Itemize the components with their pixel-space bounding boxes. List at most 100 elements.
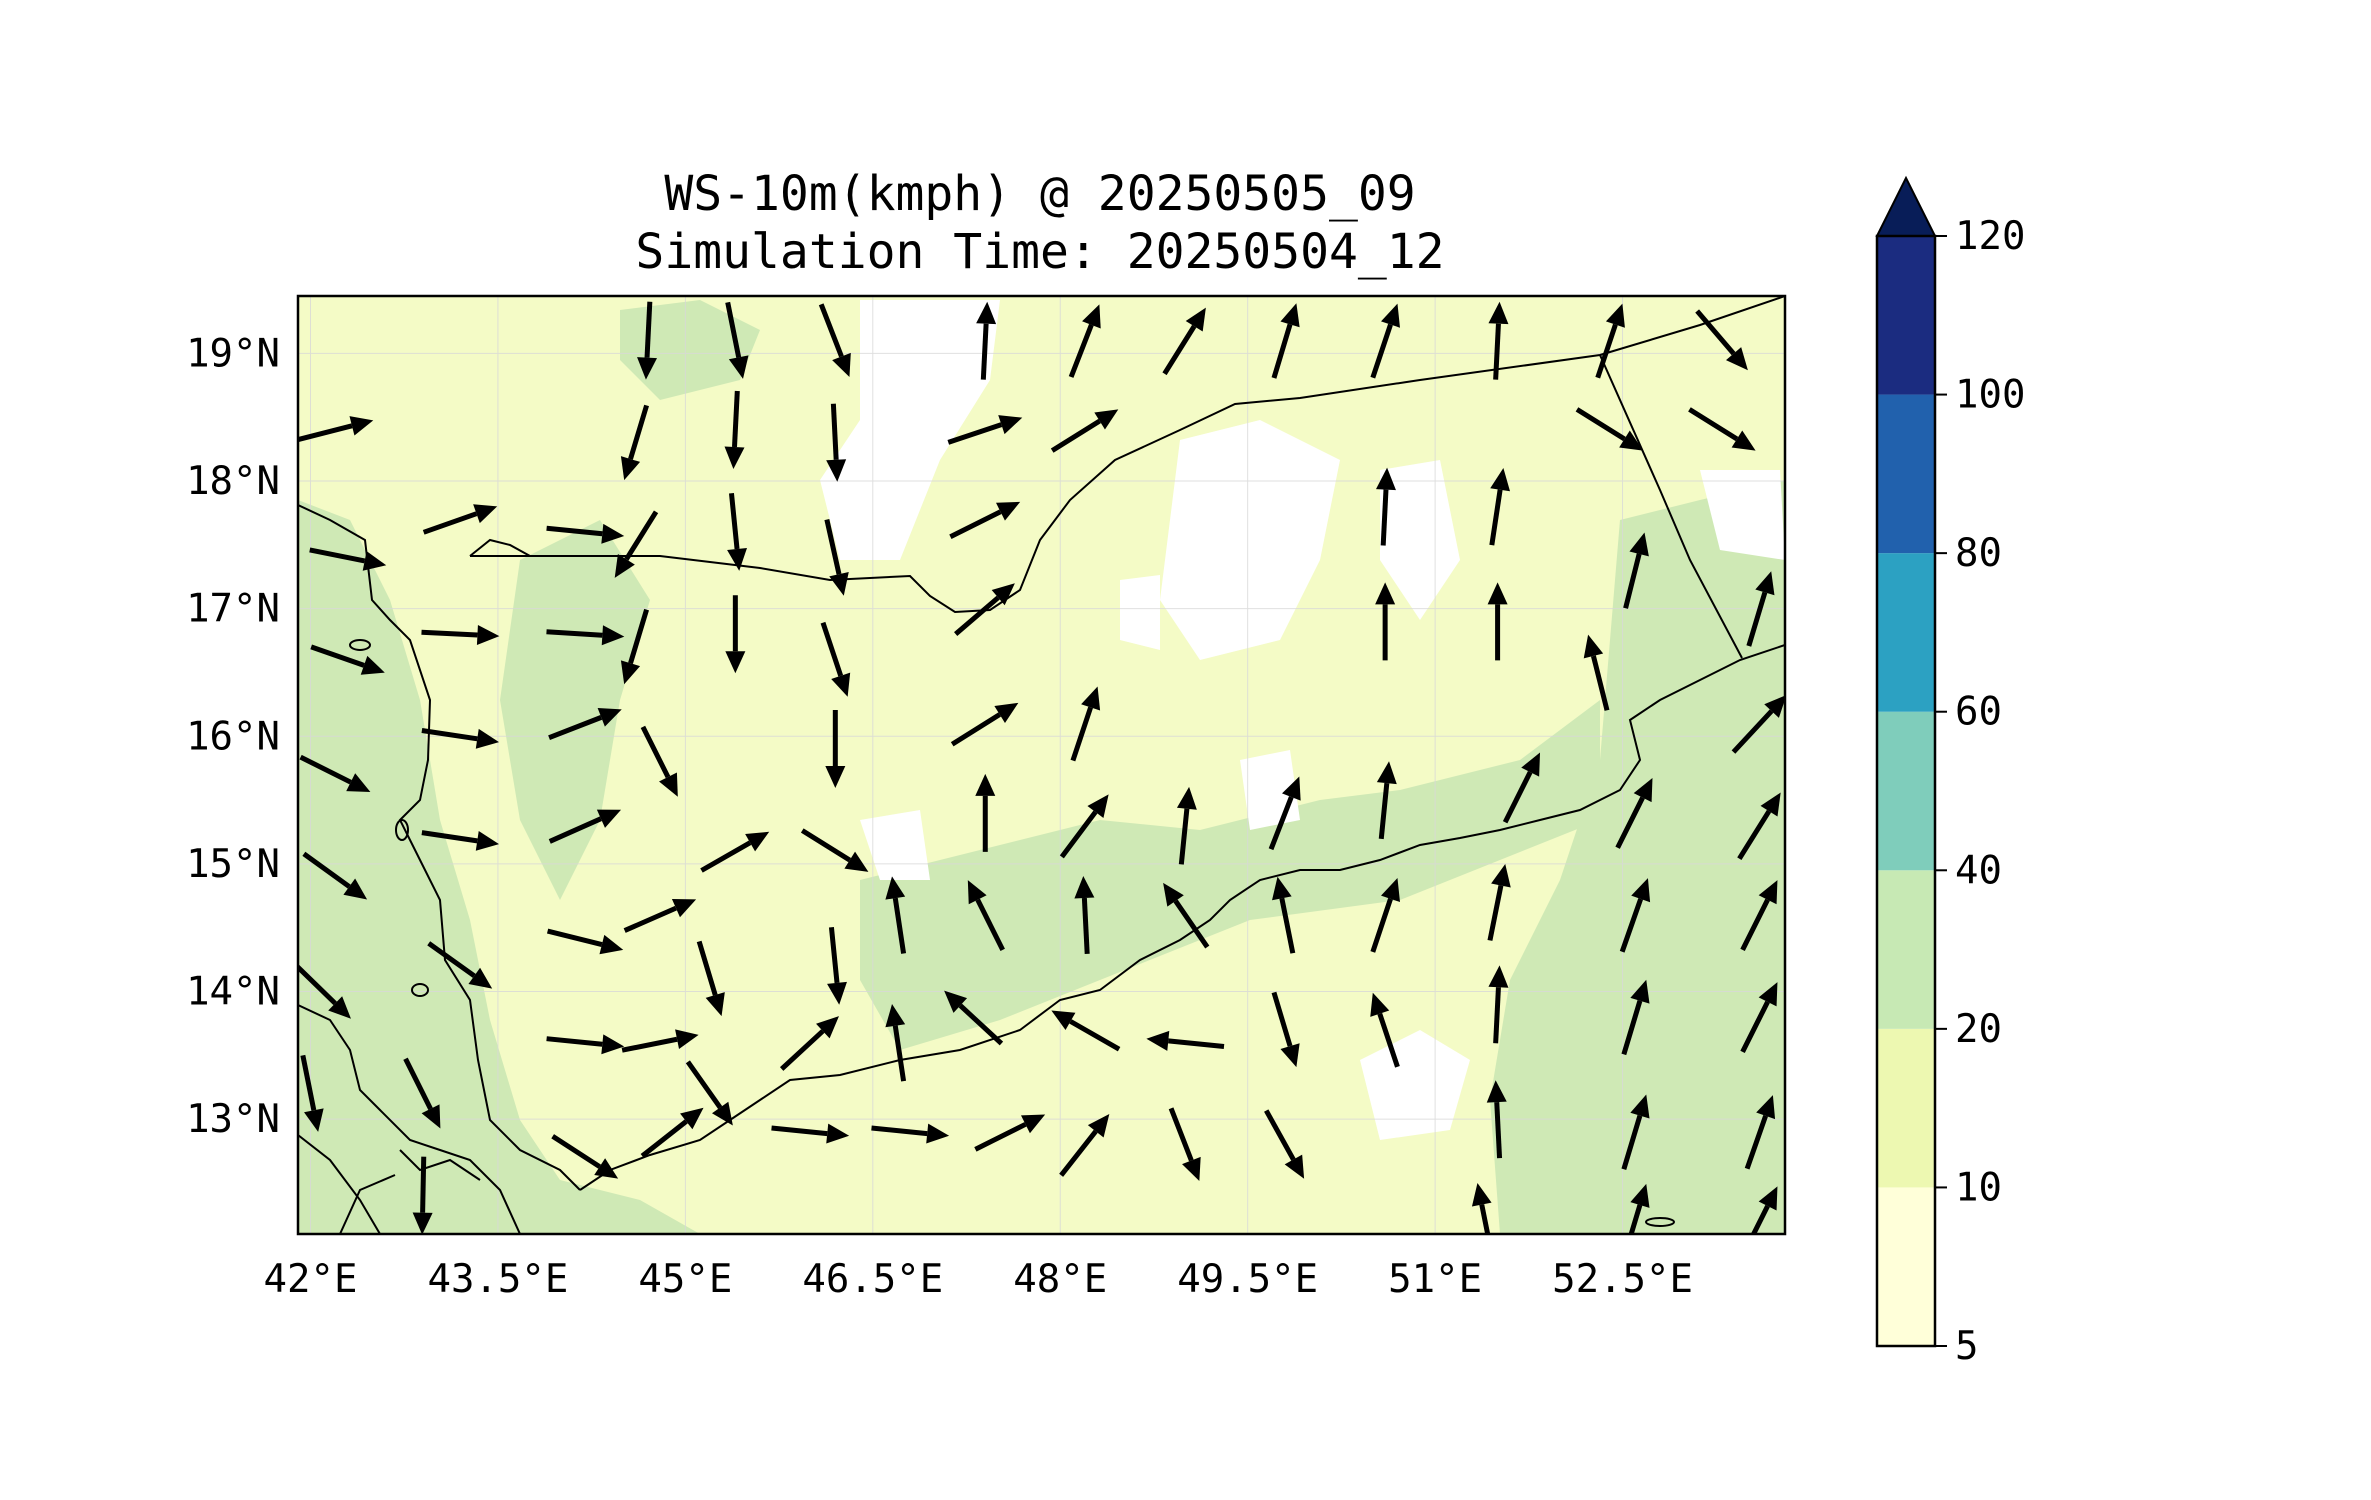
wind-vector-shaft	[1740, 898, 1770, 951]
wind-vector-shaft	[548, 715, 603, 740]
wind-vector-head	[680, 1107, 704, 1130]
wind-vector-head	[1176, 786, 1197, 810]
lon-tick-label: 45°E	[638, 1257, 732, 1302]
wind-vector-shaft	[1059, 1129, 1098, 1177]
wind-vector-head	[1758, 880, 1778, 905]
wind-vector	[1059, 794, 1109, 859]
wind-vector-head	[671, 898, 697, 918]
wind-vector	[623, 898, 697, 933]
wind-vector	[947, 415, 1023, 445]
wind-vector-shaft	[1621, 1000, 1643, 1056]
wind-vector	[967, 880, 1005, 951]
colorbar-segment	[1877, 711, 1935, 871]
wind-vector-head	[1731, 430, 1756, 451]
wind-vector-shaft	[1168, 1107, 1194, 1162]
wind-vector	[548, 809, 622, 844]
wind-vector-shaft	[954, 595, 1000, 636]
wind-vector-shaft	[725, 301, 742, 358]
wind-vector-shaft	[1081, 897, 1090, 955]
wind-vector	[1583, 634, 1610, 711]
wind-vector-shaft	[800, 828, 852, 863]
wind-vector-head	[996, 501, 1021, 521]
wind-vector-head	[826, 1123, 850, 1144]
colorbar-tick-label: 40	[1955, 848, 2002, 893]
wind-vector-shaft	[421, 728, 478, 742]
wind-vector-head	[659, 772, 678, 797]
wind-vector-shaft	[1271, 991, 1293, 1047]
kamaran-island	[395, 819, 409, 841]
wind-vector	[724, 390, 745, 469]
wind-vector	[421, 728, 500, 749]
wind-vector-head	[829, 572, 849, 596]
wind-vector-shaft	[421, 629, 478, 638]
wind-vector-head	[926, 1123, 950, 1144]
colorbar-tick-label: 120	[1955, 214, 2025, 259]
wind-vector-shaft	[640, 725, 671, 779]
wind-vector	[727, 493, 747, 571]
wind-vector-shaft	[1068, 323, 1094, 378]
wind-vector-shaft	[420, 1156, 427, 1213]
wind-vector	[637, 301, 658, 380]
wind-vector	[771, 1123, 850, 1144]
wind-vector-head	[1284, 1154, 1305, 1179]
wind-vector-shaft	[1268, 796, 1294, 851]
wind-vector	[427, 941, 493, 989]
wind-vector-shaft	[1279, 897, 1296, 954]
wind-vector-head	[599, 934, 624, 955]
wind-vector-shaft	[1744, 1115, 1768, 1170]
wind-vector-head	[1163, 882, 1184, 907]
wind-vector-shaft	[1370, 323, 1393, 379]
wind-vector-head	[825, 766, 846, 789]
wind-vector	[1376, 761, 1397, 840]
wind-vector-shaft	[1493, 987, 1501, 1044]
wind-vector	[1487, 863, 1511, 941]
wind-vector-head	[1521, 752, 1541, 777]
colorbar-tick-label: 100	[1955, 373, 2025, 418]
wind-vector-head	[597, 708, 622, 727]
wind-vector	[546, 523, 625, 544]
wind-vector	[1621, 1094, 1650, 1170]
wind-vector-head	[1381, 303, 1400, 328]
colorbar-segment	[1877, 870, 1935, 1029]
latitude-tick-labels: 19°N 18°N 17°N 16°N 15°N 14°N 13°N	[186, 331, 280, 1142]
lat-tick-label: 15°N	[186, 842, 280, 887]
lat-tick-label: 16°N	[186, 714, 280, 759]
wind-vector-head	[1051, 1010, 1076, 1031]
wind-vector-head	[421, 1104, 441, 1129]
wind-vector-shaft	[1621, 1114, 1643, 1170]
wind-vector-head	[349, 416, 374, 436]
wind-vector-shaft	[1489, 489, 1503, 546]
wind-vector-head	[1630, 979, 1650, 1004]
wind-vector	[685, 1060, 733, 1126]
wind-vector	[298, 963, 351, 1019]
calm-zone-northeast	[1700, 470, 1785, 560]
wind-vector-head	[1725, 347, 1748, 371]
wind-vector	[1272, 876, 1296, 954]
wind-vector-head	[1633, 777, 1653, 803]
wind-vector-head	[475, 728, 500, 749]
wind-vector-head	[1094, 409, 1119, 430]
colorbar-frame	[1875, 234, 1937, 1348]
wind-vector-shaft	[1591, 655, 1610, 711]
wind-vector-shaft	[623, 905, 677, 933]
wind-vector	[421, 625, 500, 646]
wind-vector-head	[328, 996, 351, 1019]
wind-vector-shaft	[1688, 407, 1739, 442]
wind-vector-head	[1630, 1094, 1650, 1119]
wind-vector-shaft	[1162, 324, 1197, 376]
wind-vector-head	[994, 702, 1019, 723]
lon-tick-label: 42°E	[264, 1257, 358, 1302]
fill-zone-west-highland	[500, 520, 650, 900]
wind-vector-shaft	[732, 390, 740, 448]
wind-vector-head	[675, 1029, 699, 1050]
calm-zone-north	[820, 300, 1000, 560]
wind-vector	[1746, 571, 1775, 647]
wind-vector-shaft	[624, 510, 659, 561]
wind-vector-shaft	[421, 830, 478, 844]
colorbar: 5 10 20 40 60 80 100 120	[1875, 175, 2025, 1369]
wind-vector-shaft	[1695, 309, 1736, 356]
wind-vector	[546, 625, 625, 646]
wind-vector-head	[1381, 877, 1400, 902]
wind-vector-head	[1619, 430, 1644, 451]
wind-vector	[976, 301, 997, 380]
